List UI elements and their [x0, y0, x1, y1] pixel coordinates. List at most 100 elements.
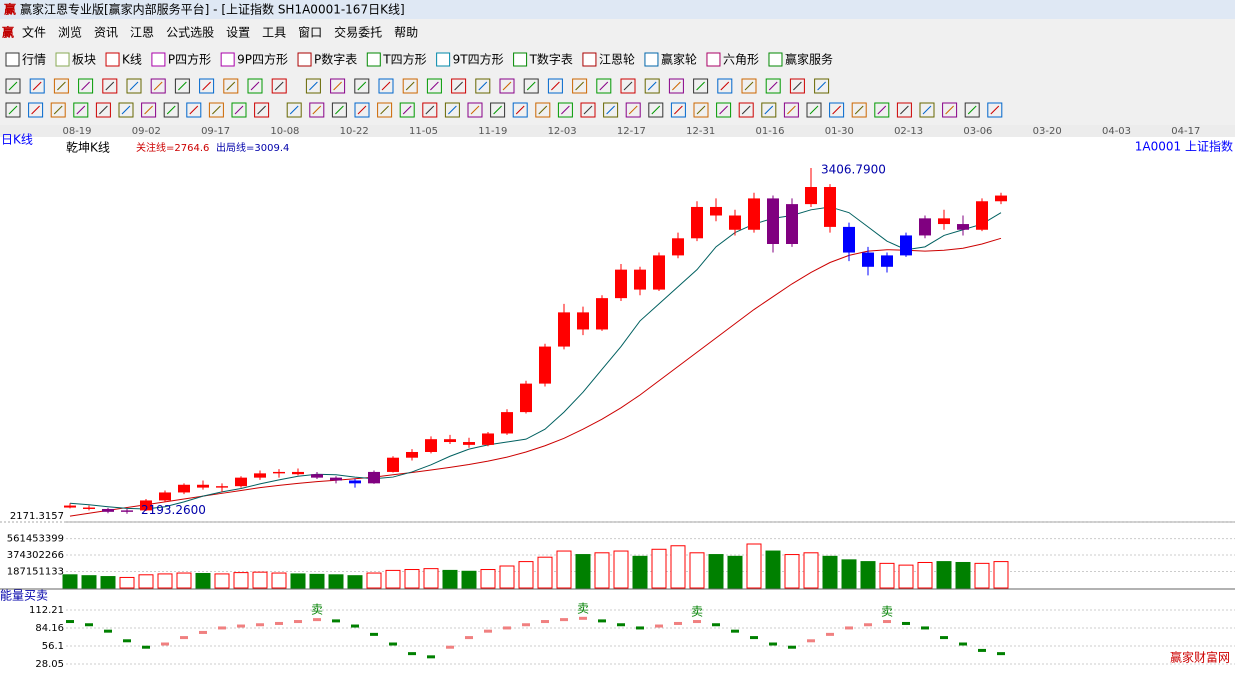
- menu-icon[interactable]: 赢: [2, 25, 14, 40]
- tool-icon[interactable]: [783, 102, 799, 118]
- tool-icon[interactable]: [50, 102, 66, 118]
- tool-icon[interactable]: [5, 78, 21, 94]
- tool-icon[interactable]: [5, 102, 21, 118]
- tool-icon[interactable]: [874, 102, 890, 118]
- menu-item[interactable]: 文件: [22, 25, 46, 40]
- tool-icon[interactable]: [28, 102, 44, 118]
- menu-item[interactable]: 窗口: [298, 26, 322, 40]
- tool-icon[interactable]: [668, 78, 684, 94]
- tool-icon[interactable]: [547, 78, 563, 94]
- toolbar-button[interactable]: 9P四方形: [237, 52, 288, 67]
- tool-icon[interactable]: [199, 78, 215, 94]
- toolbar-button[interactable]: 行情: [22, 53, 46, 67]
- tool-icon[interactable]: [467, 102, 483, 118]
- tool-icon[interactable]: [426, 78, 442, 94]
- tool-icon[interactable]: [765, 78, 781, 94]
- tool-icon[interactable]: [670, 102, 686, 118]
- menu-item[interactable]: 设置: [226, 26, 250, 40]
- tool-icon[interactable]: [896, 102, 912, 118]
- tool-icon[interactable]: [512, 102, 528, 118]
- tool-icon[interactable]: [354, 102, 370, 118]
- toolbar-icon[interactable]: [366, 52, 381, 67]
- tool-icon[interactable]: [919, 102, 935, 118]
- tool-icon[interactable]: [118, 102, 134, 118]
- menu-item[interactable]: 帮助: [394, 26, 418, 40]
- tool-icon[interactable]: [102, 78, 118, 94]
- tool-icon[interactable]: [126, 78, 142, 94]
- tool-icon[interactable]: [596, 78, 612, 94]
- menu-item[interactable]: 工具: [262, 26, 286, 40]
- tool-icon[interactable]: [987, 102, 1003, 118]
- tool-icon[interactable]: [620, 78, 636, 94]
- tool-icon[interactable]: [829, 102, 845, 118]
- tool-icon[interactable]: [377, 102, 393, 118]
- toolbar-icon[interactable]: [768, 52, 783, 67]
- tool-icon[interactable]: [305, 78, 321, 94]
- tool-icon[interactable]: [806, 102, 822, 118]
- toolbar-icon[interactable]: [582, 52, 597, 67]
- toolbar-icon[interactable]: [105, 52, 120, 67]
- toolbar-icon[interactable]: [706, 52, 721, 67]
- toolbar-icon[interactable]: [220, 52, 235, 67]
- tool-icon[interactable]: [523, 78, 539, 94]
- tool-icon[interactable]: [53, 78, 69, 94]
- tool-icon[interactable]: [693, 102, 709, 118]
- toolbar-icon[interactable]: [151, 52, 166, 67]
- toolbar-button[interactable]: 赢家轮: [661, 52, 697, 67]
- tool-icon[interactable]: [78, 78, 94, 94]
- tool-icon[interactable]: [330, 78, 346, 94]
- toolbar-icon[interactable]: [644, 52, 659, 67]
- tool-icon[interactable]: [499, 78, 515, 94]
- toolbar-button[interactable]: K线: [122, 53, 142, 67]
- tool-icon[interactable]: [399, 102, 415, 118]
- tool-icon[interactable]: [378, 78, 394, 94]
- tool-icon[interactable]: [693, 78, 709, 94]
- toolbar-button[interactable]: P数字表: [314, 52, 357, 67]
- tool-icon[interactable]: [163, 102, 179, 118]
- tool-icon[interactable]: [186, 102, 202, 118]
- toolbar-button[interactable]: T四方形: [382, 52, 426, 67]
- tool-icon[interactable]: [174, 78, 190, 94]
- tool-icon[interactable]: [716, 102, 732, 118]
- toolbar-icon[interactable]: [55, 52, 70, 67]
- tool-icon[interactable]: [73, 102, 89, 118]
- menu-item[interactable]: 资讯: [94, 26, 118, 40]
- tool-icon[interactable]: [572, 78, 588, 94]
- tool-icon[interactable]: [603, 102, 619, 118]
- tool-icon[interactable]: [247, 78, 263, 94]
- menu-item[interactable]: 公式选股: [166, 26, 214, 40]
- tool-icon[interactable]: [223, 78, 239, 94]
- tool-icon[interactable]: [717, 78, 733, 94]
- toolbar-button[interactable]: 六角形: [723, 53, 759, 67]
- tool-icon[interactable]: [557, 102, 573, 118]
- tool-icon[interactable]: [271, 78, 287, 94]
- tool-icon[interactable]: [741, 78, 757, 94]
- tool-icon[interactable]: [231, 102, 247, 118]
- tool-icon[interactable]: [141, 102, 157, 118]
- tool-icon[interactable]: [354, 78, 370, 94]
- toolbar-button[interactable]: 板块: [72, 53, 96, 67]
- toolbar-button[interactable]: P四方形: [168, 52, 211, 67]
- tool-icon[interactable]: [738, 102, 754, 118]
- tool-icon[interactable]: [444, 102, 460, 118]
- tool-icon[interactable]: [309, 102, 325, 118]
- tool-icon[interactable]: [814, 78, 830, 94]
- tool-icon[interactable]: [254, 102, 270, 118]
- toolbar-button[interactable]: 9T四方形: [453, 52, 504, 67]
- tool-icon[interactable]: [402, 78, 418, 94]
- tool-icon[interactable]: [535, 102, 551, 118]
- tool-icon[interactable]: [644, 78, 660, 94]
- tool-icon[interactable]: [761, 102, 777, 118]
- toolbar-button[interactable]: 江恩轮: [599, 53, 635, 67]
- tool-icon[interactable]: [95, 102, 111, 118]
- toolbar-icon[interactable]: [5, 52, 20, 67]
- toolbar-icon[interactable]: [513, 52, 528, 67]
- menu-item[interactable]: 浏览: [58, 25, 82, 40]
- tool-icon[interactable]: [451, 78, 467, 94]
- tool-icon[interactable]: [475, 78, 491, 94]
- toolbar-button[interactable]: 赢家服务: [785, 52, 833, 67]
- tool-icon[interactable]: [648, 102, 664, 118]
- tool-icon[interactable]: [490, 102, 506, 118]
- toolbar-icon[interactable]: [297, 52, 312, 67]
- tool-icon[interactable]: [208, 102, 224, 118]
